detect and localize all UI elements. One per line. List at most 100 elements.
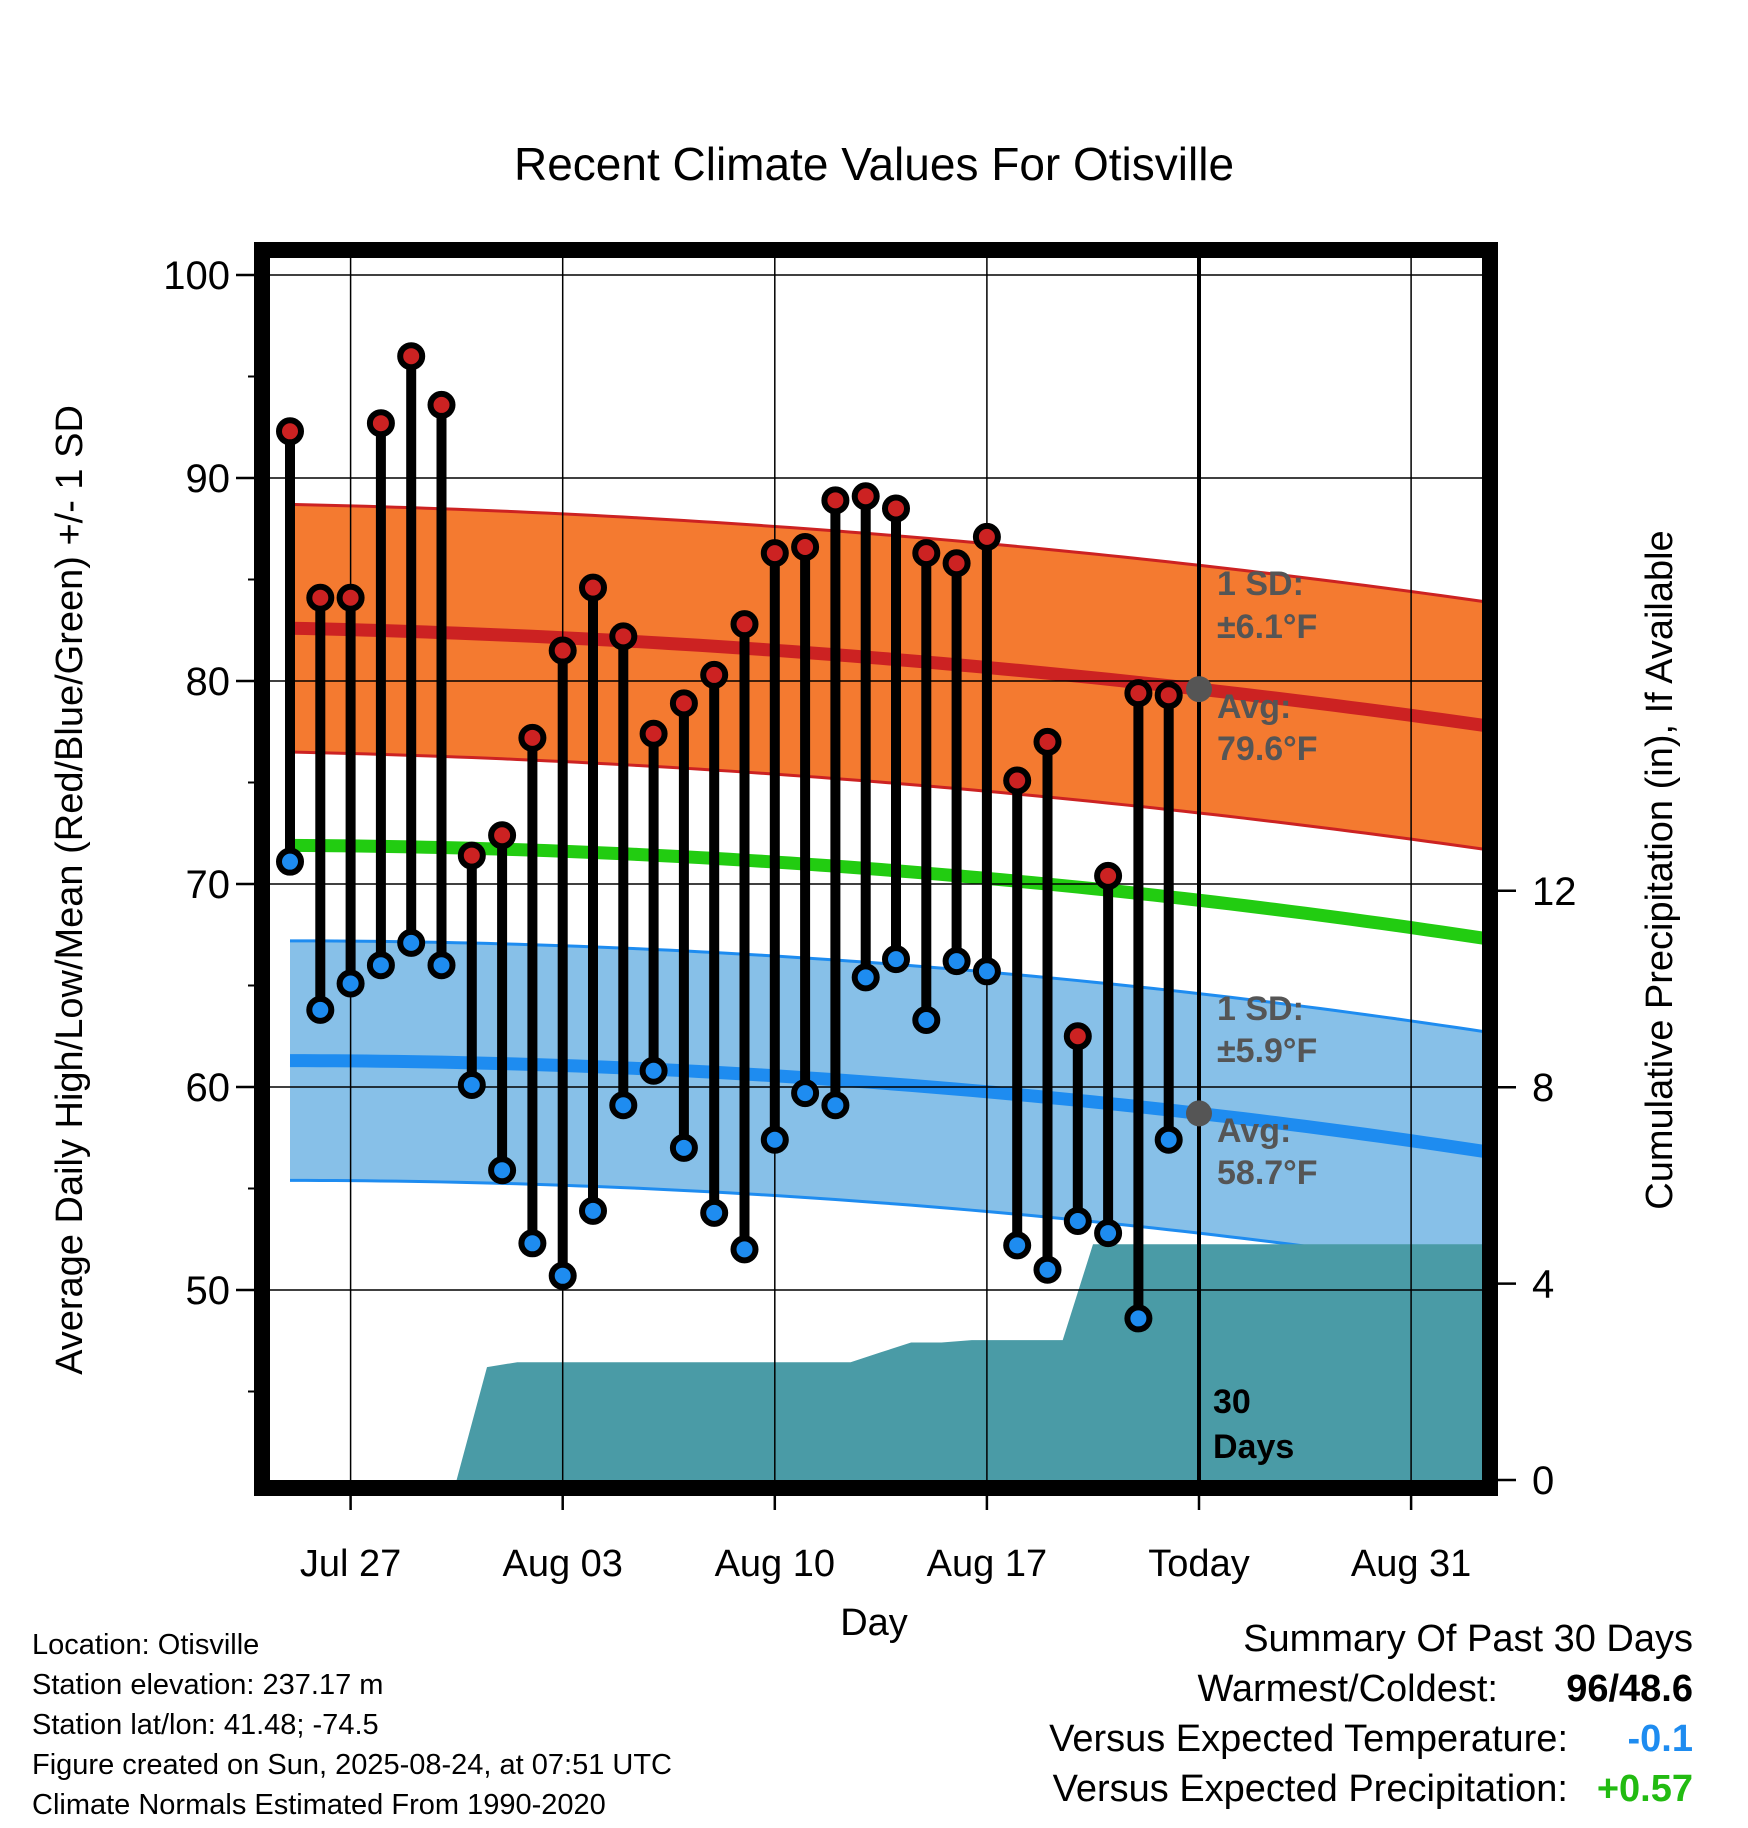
low-avg-label: Avg: [1217, 1112, 1291, 1150]
plot-frame [254, 242, 1498, 1496]
high-point [1154, 681, 1183, 710]
high-point [306, 583, 335, 612]
low-point [397, 928, 426, 957]
low-point [1033, 1255, 1062, 1284]
high-point [609, 622, 638, 651]
low-sd-value: ±5.9°F [1217, 1032, 1317, 1070]
today-low-normal-marker [1186, 1100, 1212, 1127]
high-sd-label: 1 SD: [1217, 565, 1304, 603]
low-point [730, 1235, 759, 1264]
high-point [882, 494, 910, 523]
high-point [821, 486, 850, 515]
high-point [1094, 861, 1123, 890]
low-point [760, 1125, 789, 1154]
latlon-text: Station lat/lon: 41.48; -74.5 [32, 1709, 379, 1741]
low-point [518, 1229, 547, 1258]
high-point [851, 482, 880, 511]
high-point [730, 610, 759, 639]
high-point [397, 342, 426, 371]
x-tick-label: Aug 31 [1351, 1543, 1471, 1585]
summary-precip-row: Versus Expected Precipitation: +0.57 [0, 1768, 1748, 1818]
high-point [912, 539, 941, 568]
low-point [306, 995, 335, 1024]
y2-axis-label: Cumulative Precipitation (in), If Availa… [1639, 530, 1681, 1209]
normals-text: Climate Normals Estimated From 1990-2020 [32, 1789, 606, 1821]
low-point [488, 1156, 517, 1185]
station-info: Location: Otisville Station elevation: 2… [32, 1625, 672, 1825]
low-avg-value: 58.7°F [1217, 1154, 1318, 1192]
low-point [882, 945, 910, 974]
low-point [1063, 1206, 1092, 1235]
high-point [700, 660, 729, 689]
high-point [669, 689, 698, 718]
low-point [276, 847, 304, 876]
high-point [972, 522, 1001, 551]
y-tick-label: 70 [186, 863, 231, 907]
low-point [1003, 1231, 1032, 1260]
precip-area [262, 1244, 1490, 1480]
low-point [639, 1056, 668, 1085]
window-count: 30 [1213, 1383, 1251, 1421]
low-point [912, 1006, 941, 1035]
high-point [336, 583, 365, 612]
x-tick-label: Today [1148, 1543, 1249, 1585]
high-point [1063, 1022, 1092, 1051]
low-point [1124, 1304, 1153, 1333]
y-tick-label: 60 [186, 1066, 231, 1110]
high-point [760, 539, 789, 568]
low-point [1154, 1125, 1183, 1154]
low-point [972, 957, 1001, 986]
high-point [276, 417, 304, 446]
y-tick-label: 100 [163, 254, 230, 298]
x-tick-label: Aug 10 [715, 1543, 835, 1585]
x-tick-label: Aug 17 [927, 1543, 1047, 1585]
y-tick-label: 80 [186, 660, 231, 704]
high-point [366, 409, 395, 438]
elevation-text: Station elevation: 237.17 m [32, 1669, 384, 1701]
location-text: Location: Otisville [32, 1629, 260, 1661]
summary-title: Summary Of Past 30 Days [1243, 1618, 1693, 1660]
low-point [366, 951, 395, 980]
x-axis-label: Day [840, 1602, 908, 1644]
summary-warmest-label: Warmest/Coldest: [1197, 1668, 1498, 1710]
x-tick-label: Jul 27 [300, 1543, 401, 1585]
low-point [851, 963, 880, 992]
high-point [942, 549, 971, 578]
y2-tick-label: 4 [1532, 1263, 1554, 1307]
high-avg-label: Avg: [1217, 688, 1291, 726]
high-point [488, 821, 517, 850]
y2-tick-label: 12 [1532, 870, 1577, 914]
low-point [427, 951, 456, 980]
low-point [336, 969, 365, 998]
low-point [457, 1070, 486, 1099]
high-point [427, 390, 456, 419]
summary-precip-label: Versus Expected Precipitation: [1052, 1768, 1568, 1810]
low-point [942, 947, 971, 976]
low-point [791, 1079, 820, 1108]
chart-title: Recent Climate Values For Otisville [514, 138, 1234, 190]
high-point [1033, 727, 1062, 756]
created-text: Figure created on Sun, 2025-08-24, at 07… [32, 1749, 672, 1781]
low-point [821, 1091, 850, 1120]
low-point [579, 1196, 607, 1225]
window-unit: Days [1213, 1428, 1294, 1466]
high-point [518, 723, 547, 752]
x-tick-label: Aug 03 [502, 1543, 622, 1585]
low-sd-label: 1 SD: [1217, 990, 1304, 1028]
plot-area [262, 250, 1490, 1488]
summary-temp-label: Versus Expected Temperature: [1049, 1718, 1568, 1760]
high-point [791, 533, 820, 562]
y2-tick-label: 0 [1532, 1459, 1554, 1503]
high-point [548, 636, 577, 665]
high-point [639, 719, 668, 748]
high-sd-value: ±6.1°F [1217, 608, 1317, 646]
low-point [1094, 1219, 1123, 1248]
summary-precip-value: +0.57 [1596, 1768, 1693, 1810]
summary-temp-row: Versus Expected Temperature: -0.1 [0, 1718, 1748, 1768]
high-avg-value: 79.6°F [1217, 730, 1318, 768]
high-point [457, 841, 486, 870]
y2-tick-label: 8 [1532, 1066, 1554, 1110]
high-point [1003, 766, 1032, 795]
y-tick-label: 90 [186, 457, 231, 501]
